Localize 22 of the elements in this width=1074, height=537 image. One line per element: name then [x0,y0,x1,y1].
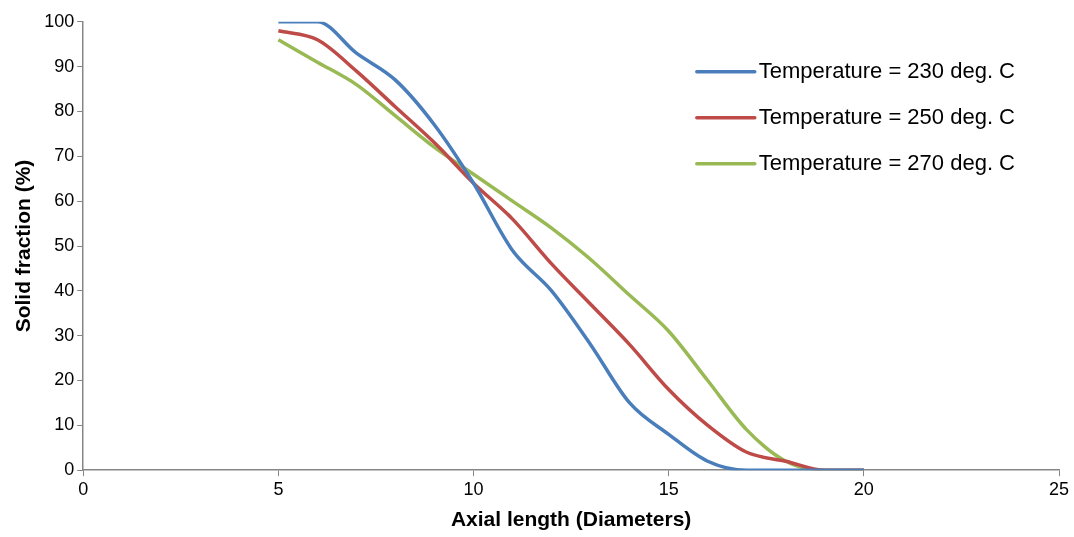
x-axis-title: Axial length (Diameters) [450,507,692,531]
y-tick-label: 50 [54,234,75,255]
y-tick-label: 100 [44,10,75,31]
legend-label: Temperature = 230 deg. C [758,57,1016,83]
legend-label: Temperature = 250 deg. C [758,103,1016,129]
y-tick-label: 70 [54,145,75,166]
x-tick-label: 10 [463,478,484,499]
x-tick-label: 25 [1048,478,1070,499]
y-tick-label: 60 [54,190,75,211]
x-tick-label: 15 [658,478,679,499]
x-tick-label: 20 [853,478,874,499]
y-tick-label: 90 [54,55,75,76]
y-tick-label: 20 [54,369,75,390]
y-tick-label: 0 [64,459,75,480]
y-tick-label: 30 [54,324,75,345]
x-tick-label: 0 [78,478,89,499]
legend-label: Temperature = 270 deg. C [758,149,1016,175]
x-tick-label: 5 [273,478,284,499]
y-tick-label: 80 [54,100,75,121]
y-axis-title: Solid fraction (%) [11,159,35,333]
y-tick-label: 40 [54,279,75,300]
y-tick-label: 10 [54,414,75,435]
